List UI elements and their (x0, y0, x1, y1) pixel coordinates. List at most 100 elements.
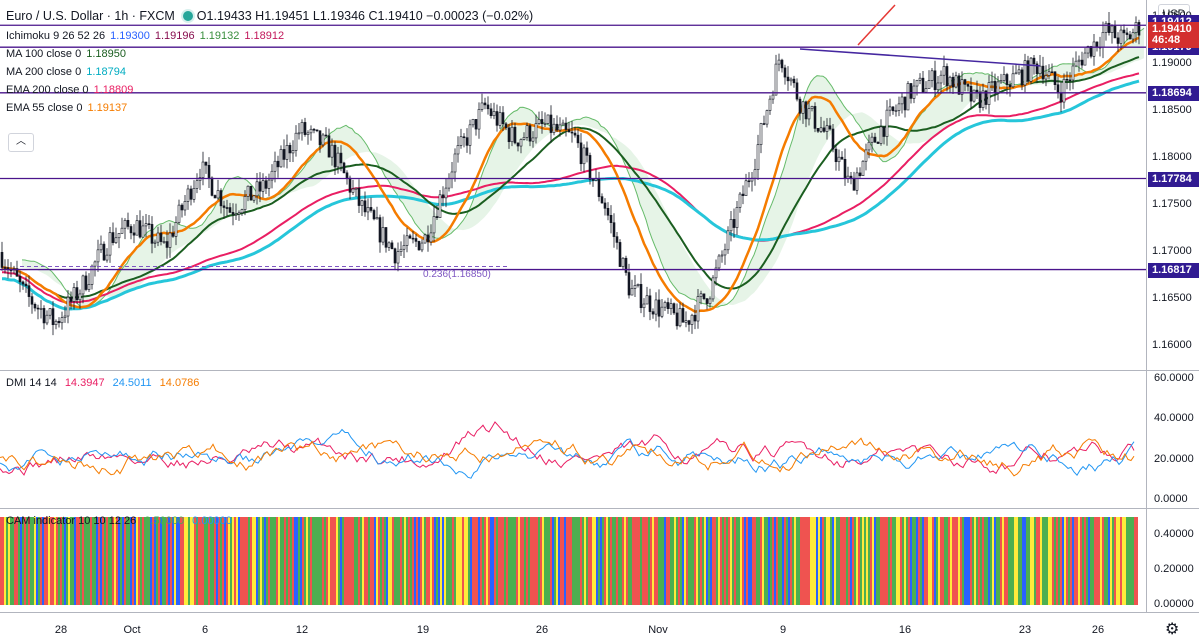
cam-bar (938, 517, 940, 605)
cam-bar (726, 517, 728, 605)
cam-bar (48, 517, 50, 605)
candle-body (981, 90, 985, 108)
candle-body (567, 129, 571, 133)
cam-bar (418, 517, 420, 605)
cam-bar (1048, 517, 1050, 605)
candle-body (861, 160, 865, 176)
candle-body (909, 83, 913, 99)
cam-bar (50, 517, 52, 605)
cam-bar (534, 517, 536, 605)
cam-bar (112, 517, 114, 605)
cam-bar (204, 517, 206, 605)
cam-bar (1060, 517, 1062, 605)
cam-bar (986, 517, 988, 605)
price-level-label[interactable]: 1.16817 (1148, 262, 1199, 278)
cam-bar (286, 517, 288, 605)
cam-bar (940, 517, 942, 605)
candle-body (732, 219, 736, 228)
cam-bar (912, 517, 914, 605)
candle-body (342, 162, 346, 174)
candle-body (915, 79, 919, 87)
settings-gear-icon[interactable]: ⚙ (1165, 621, 1180, 638)
cam-bar (558, 517, 560, 605)
candle-body (456, 145, 460, 155)
cam-bar (668, 517, 670, 605)
cam-bar (858, 517, 860, 605)
candle-body (471, 119, 475, 126)
collapse-legend-button[interactable]: ︿ (8, 133, 34, 152)
candle-body (939, 74, 943, 84)
candle-body (237, 212, 241, 215)
candle-body (996, 81, 1000, 94)
price-level-label[interactable]: 1.17784 (1148, 171, 1199, 187)
indicator-legend-3[interactable]: MA 200 close 0 1.18794 (6, 65, 131, 79)
candle-body (336, 152, 340, 168)
cam-bar (656, 517, 658, 605)
candle-body (96, 249, 100, 263)
candle-body (657, 299, 661, 317)
candle-body (741, 193, 745, 196)
indicator-legend-1[interactable]: Ichimoku 9 26 52 26 1.19300 1.19196 1.19132… (6, 29, 289, 43)
cam-bar (894, 517, 896, 605)
candle-body (57, 320, 61, 324)
cam-bar (330, 517, 332, 605)
cam-bar (628, 517, 630, 605)
candle-body (1107, 22, 1111, 33)
cam-bar (406, 517, 408, 605)
cam-bar (896, 517, 898, 605)
candle-body (837, 156, 841, 163)
cam-bar (292, 517, 294, 605)
candle-body (876, 142, 880, 144)
cam-bar (1064, 517, 1066, 605)
cam-bar (62, 517, 64, 605)
candle-body (540, 119, 544, 125)
cam-legend[interactable]: CAM indicator 10 10 12 26 0.50000 0.0000… (6, 514, 237, 528)
candle-body (78, 293, 82, 301)
candle-body (216, 190, 220, 199)
cam-bar (412, 517, 414, 605)
cam-bar (950, 517, 952, 605)
dmi-legend[interactable]: DMI 14 14 14.3947 24.5011 14.0786 (6, 376, 204, 390)
cam-bar (820, 517, 822, 605)
price-level-label[interactable]: 1.18694 (1148, 85, 1199, 101)
cam-bar (998, 517, 1000, 605)
cam-bar (604, 517, 606, 605)
cam-bar (32, 517, 34, 605)
candle-body (1026, 60, 1030, 82)
time-axis-label: 26 (1091, 624, 1105, 636)
candle-body (66, 296, 70, 317)
candle-body (930, 70, 934, 81)
candle-body (1050, 71, 1054, 74)
cam-bar (942, 517, 944, 605)
candle-body (333, 144, 337, 168)
time-axis-label: 6 (201, 624, 209, 636)
indicator-legend-4[interactable]: EMA 200 close 0 1.18809 (6, 83, 138, 97)
cam-bar (514, 517, 516, 605)
candle-body (1095, 41, 1099, 48)
cam-bar (698, 517, 700, 605)
cam-bar (0, 517, 2, 605)
candle-body (228, 207, 232, 213)
indicator-legend-2[interactable]: MA 100 close 0 1.18950 (6, 47, 131, 61)
cam-bar (760, 517, 762, 605)
cam-axis-label: 0.20000 (1154, 563, 1194, 575)
cam-bar (44, 517, 46, 605)
cam-bar (608, 517, 610, 605)
symbol-title[interactable]: Euro / U.S. Dollar · 1h · FXCM (6, 9, 175, 23)
candle-body (678, 308, 682, 327)
cam-bar (358, 517, 360, 605)
candle-body (444, 187, 448, 199)
candle-body (21, 281, 25, 285)
candle-body (759, 123, 763, 145)
indicator-legend-5[interactable]: EMA 55 close 0 1.19137 (6, 101, 132, 115)
cam-bar (564, 517, 566, 605)
cam-bar (822, 517, 824, 605)
cam-bar (900, 517, 902, 605)
candle-body (462, 136, 466, 139)
cam-bar (772, 517, 774, 605)
bar-countdown: 46:48 (1148, 33, 1199, 49)
cam-bar (1110, 517, 1112, 605)
candle-body (879, 126, 883, 144)
candle-body (819, 127, 823, 132)
